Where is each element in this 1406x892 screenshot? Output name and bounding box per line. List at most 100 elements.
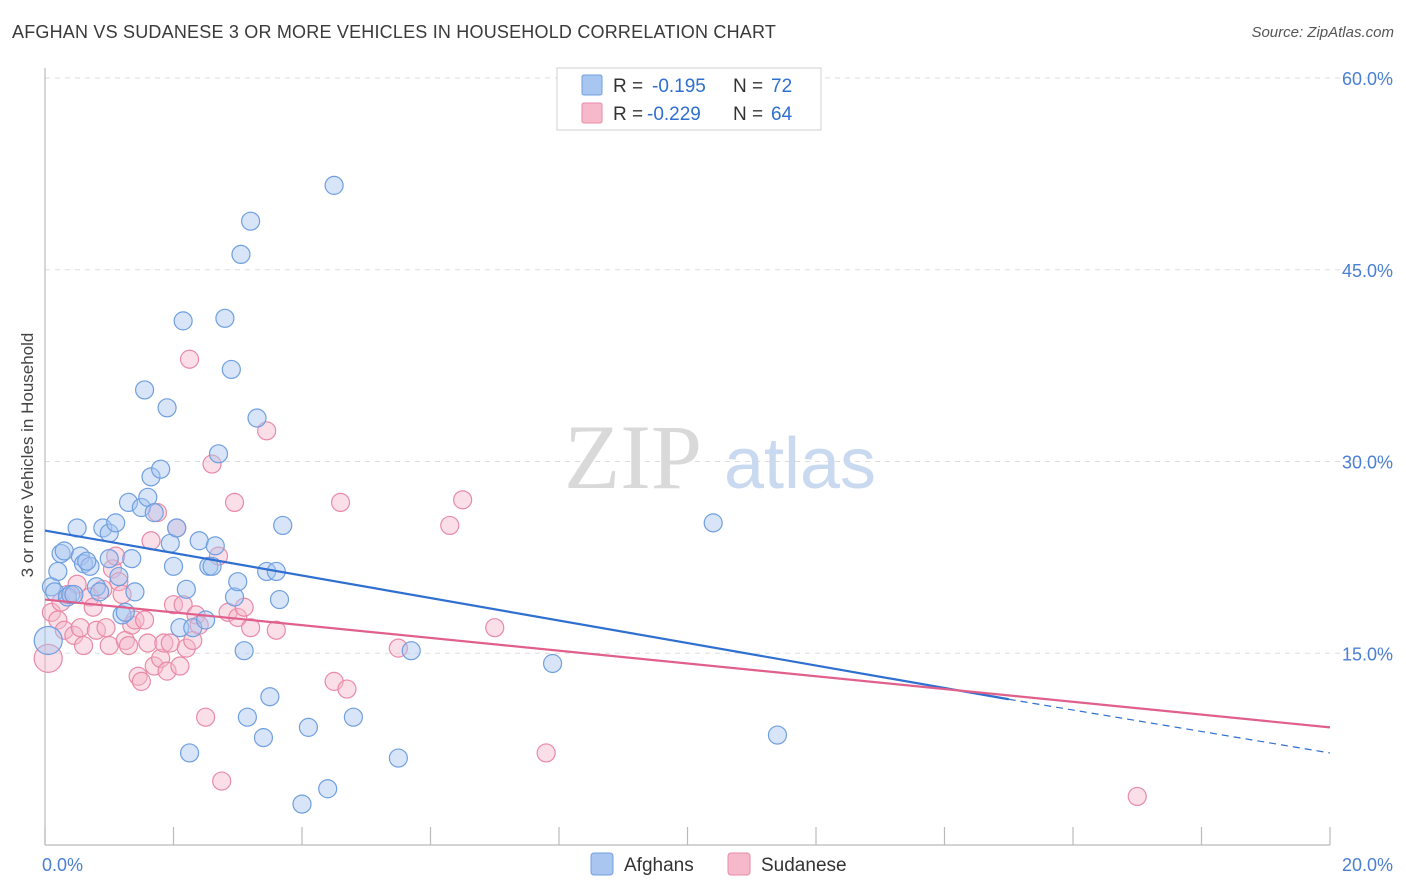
sudanese-point [224,492,245,513]
y-tick-label: 45.0% [1342,261,1393,281]
afghans-point [401,641,421,661]
watermark-atlas: atlas [724,424,876,504]
afghans-point [343,707,363,727]
afghans-point [77,551,97,571]
afghans-point [54,541,74,561]
legend-r-sudanese: -0.229 [647,104,701,125]
legend-n-sudanese: 64 [771,104,793,125]
afghans-point [205,536,225,556]
afghans-point [231,244,251,265]
trend-lines [44,529,1331,754]
afghans-point [163,556,184,576]
afghans-point [237,707,257,727]
series-legend-swatch-sudanese [727,852,751,876]
y-axis-label: 3 or more Vehicles in Household [18,333,37,578]
afghans-point [324,175,344,195]
sudanese-point [134,610,155,630]
x-tick-labels: 0.0% 20.0% [42,855,1393,875]
sudanese-point [1127,786,1147,807]
legend-swatch-afghans [581,74,603,96]
sudanese-point [440,515,460,536]
sudanese-point [170,656,190,676]
afghans-point [167,518,187,538]
chart-title: AFGHAN VS SUDANESE 3 OR MORE VEHICLES IN… [12,22,777,42]
sudanese-point [257,421,277,441]
sudanese-point [453,490,473,510]
y-tick-labels: 15.0% 30.0% 45.0% 60.0% [1342,69,1393,664]
sudanese-point [234,597,254,617]
sudanese-point [266,620,286,640]
grid-lines [45,77,1392,654]
afghans-point [224,587,245,607]
afghans-point [241,211,261,231]
afghans-point [215,308,235,328]
series-legend-swatch-afghans [590,852,614,876]
watermark-zip: ZIP [564,406,702,508]
afghans-point [273,515,293,536]
y-tick-label: 15.0% [1342,644,1393,664]
afghans-point [70,546,90,566]
sudanese-point [536,743,556,763]
afghans-point [80,556,100,576]
sudanese-point [41,602,62,622]
afghans-point [179,743,200,763]
sudanese-point [99,635,119,656]
sudanese-trend-line [44,598,1331,729]
x-tick-label: 20.0% [1342,855,1393,875]
source-label: Source: ZipAtlas.com [1251,24,1394,41]
sudanese-point [176,638,196,658]
afghans-point [228,572,248,592]
afghans-point [99,549,119,569]
legend-r-afghans: -0.195 [652,76,706,97]
watermark: ZIP atlas [564,406,876,508]
sudanese-point [125,610,145,630]
correlation-legend: R = -0.195 N = 72 R = -0.229 N = 64 [556,67,822,131]
afghans-point [388,748,408,768]
afghans-point [48,561,68,582]
afghans-point [112,605,132,625]
afghans-point [131,497,151,518]
y-tick-label: 60.0% [1342,69,1393,89]
sudanese-point [128,666,148,686]
sudanese-point [157,661,177,681]
afghans-point [122,549,142,569]
sudanese-point [163,595,184,615]
x-tick-label: 0.0% [42,855,83,875]
afghans-point [767,725,788,745]
afghans-point [292,794,312,814]
sudanese-point [96,618,116,638]
axes [44,68,1331,846]
afghans-point [202,556,222,576]
afghans-point [86,577,107,597]
y-tick-label: 30.0% [1342,453,1393,473]
sudanese-point [54,620,74,640]
afghans-point [703,513,723,533]
sudanese-point [67,574,87,594]
afghans-point [260,687,280,707]
afghans-point [247,408,267,428]
sudanese-points [33,349,1147,807]
afghans-trend-line [44,529,1009,701]
afghans-point [118,492,139,513]
series-legend-afghans: Afghans [624,855,694,876]
sudanese-point [337,679,357,699]
afghans-point [253,728,274,748]
afghans-point [90,582,110,602]
sudanese-point [64,625,84,645]
afghans-point [106,513,126,533]
legend-r-label: R = [613,76,643,97]
sudanese-point [144,656,164,676]
afghans-point [144,503,164,523]
afghans-point [134,380,155,400]
afghans-point [318,779,338,799]
afghans-point [196,610,216,630]
afghans-point [141,467,161,487]
sudanese-point [109,572,129,592]
sudanese-point [70,618,90,638]
legend-row-sudanese: R = -0.229 N = 64 [581,102,793,125]
sudanese-point [241,618,261,638]
legend-row-afghans: R = -0.195 N = 72 [581,74,792,97]
afghans-point [157,398,177,418]
series-legend: Afghans Sudanese [590,852,847,876]
